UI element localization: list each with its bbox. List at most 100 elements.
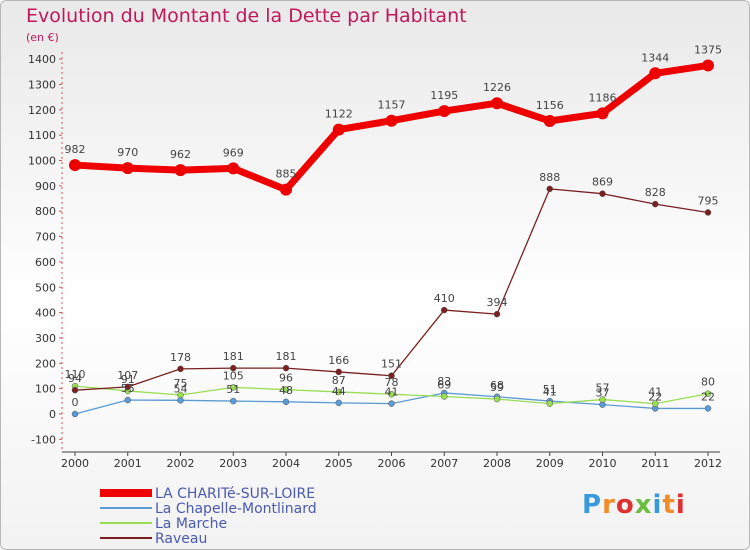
data-label: 94 <box>68 372 82 385</box>
x-tick-label: 2006 <box>378 457 406 470</box>
data-label: 969 <box>223 146 244 159</box>
data-label: 795 <box>698 194 719 207</box>
data-point <box>388 372 395 379</box>
data-point <box>491 97 503 110</box>
y-tick-label: 1000 <box>28 155 56 168</box>
data-point <box>124 383 131 391</box>
y-tick-label: 1200 <box>28 104 56 117</box>
data-label: 394 <box>487 296 508 309</box>
data-label: 888 <box>539 171 560 184</box>
logo-letter: t <box>662 490 676 520</box>
data-point <box>282 386 290 393</box>
data-label: 83 <box>437 375 451 388</box>
x-tick-label: 2001 <box>114 457 142 470</box>
data-label: 41 <box>648 386 662 399</box>
data-point <box>282 364 290 372</box>
data-label: 22 <box>701 390 715 403</box>
data-point <box>493 395 501 403</box>
data-point <box>596 107 609 120</box>
logo-letter: x <box>634 490 653 520</box>
data-label: 410 <box>434 292 455 305</box>
data-label: 885 <box>276 168 297 181</box>
data-label: 166 <box>328 354 349 367</box>
data-label: 80 <box>701 376 715 389</box>
data-point <box>69 159 81 172</box>
data-point <box>546 185 553 193</box>
data-label: 41 <box>385 386 399 399</box>
x-tick-label: 2010 <box>589 457 617 470</box>
data-label: 1226 <box>483 81 511 94</box>
data-point <box>702 59 714 72</box>
data-point <box>493 310 501 318</box>
data-label: 0 <box>72 396 79 409</box>
data-label: 91 <box>121 373 135 386</box>
x-tick-label: 2005 <box>325 457 353 470</box>
data-point <box>335 388 342 396</box>
data-label: 962 <box>170 148 191 161</box>
data-label: 87 <box>332 374 346 387</box>
x-tick-label: 2002 <box>167 457 195 470</box>
data-label: 54 <box>174 382 188 395</box>
x-tick-label: 2003 <box>219 457 247 470</box>
data-label: 69 <box>437 379 451 392</box>
chart-title: Evolution du Montant de la Dette par Hab… <box>26 5 467 27</box>
data-label: 96 <box>279 372 293 385</box>
y-tick-label: 1300 <box>28 78 56 91</box>
y-tick-label: 1100 <box>28 129 56 142</box>
data-point <box>230 397 237 405</box>
data-point <box>599 396 606 403</box>
data-point <box>177 391 184 399</box>
data-label: 1156 <box>536 99 564 112</box>
logo-letter: i <box>675 490 686 520</box>
data-label: 1186 <box>589 91 617 104</box>
data-label: 982 <box>65 143 86 156</box>
data-point <box>652 200 659 208</box>
data-point <box>704 405 712 412</box>
data-point <box>438 105 451 118</box>
x-tick-label: 2008 <box>483 457 511 470</box>
data-label: 1122 <box>325 108 353 121</box>
x-tick-label: 2012 <box>694 457 722 470</box>
data-point <box>388 390 395 398</box>
data-label: 22 <box>648 390 662 403</box>
y-tick-label: 0 <box>49 408 56 421</box>
data-label: 828 <box>645 186 666 199</box>
proxiti-logo: Proxiti <box>582 490 686 520</box>
logo-letter: P <box>582 490 603 520</box>
data-point <box>543 114 556 127</box>
data-label: 51 <box>543 383 557 396</box>
data-label: 59 <box>490 381 504 394</box>
data-point <box>441 306 448 314</box>
data-point <box>599 190 606 197</box>
data-point <box>335 368 342 376</box>
data-label: 1157 <box>378 99 406 112</box>
data-point <box>332 123 345 136</box>
y-tick-label: 1400 <box>28 53 56 66</box>
legend-label: LA CHARITé-SUR-LOIRE <box>155 486 315 502</box>
data-point <box>71 386 79 394</box>
logo-letter: i <box>652 490 663 520</box>
legend-label: Raveau <box>155 531 207 547</box>
y-tick-label: 300 <box>35 332 56 345</box>
data-point <box>227 162 240 175</box>
y-tick-label: 100 <box>35 383 56 396</box>
data-point <box>121 162 134 175</box>
data-label: 178 <box>170 351 191 364</box>
data-label: 869 <box>592 176 613 189</box>
data-label: 107 <box>117 369 138 382</box>
data-point <box>230 364 237 372</box>
chart-subtitle: (en €) <box>26 31 59 44</box>
data-point <box>282 398 290 406</box>
y-tick-label: 200 <box>35 357 56 370</box>
data-point <box>335 399 342 407</box>
legend-label: La Chapelle-Montlinard <box>155 501 317 517</box>
data-label: 181 <box>276 350 297 363</box>
logo-letter: r <box>602 490 616 520</box>
y-tick-label: 600 <box>35 256 56 269</box>
axes: -100010020030040050060070080090010001100… <box>28 52 722 470</box>
x-tick-label: 2004 <box>272 457 300 470</box>
data-point <box>652 400 659 407</box>
data-label: 1344 <box>641 51 669 64</box>
